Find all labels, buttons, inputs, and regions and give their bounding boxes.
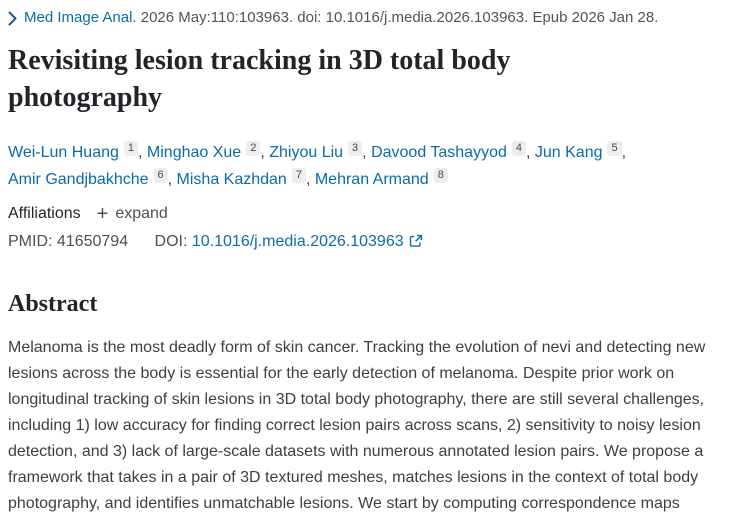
author-link[interactable]: Amir Gandjbakhche bbox=[8, 171, 149, 189]
affiliation-badge: 2 bbox=[246, 140, 261, 156]
expand-affiliations-button[interactable]: + expand bbox=[96, 203, 168, 226]
author-separator: , bbox=[525, 143, 535, 161]
author-separator: , bbox=[621, 143, 627, 161]
doi-link[interactable]: 10.1016/j.media.2026.103963 bbox=[192, 233, 423, 250]
author-separator: , bbox=[260, 143, 270, 161]
doi-group: DOI: 10.1016/j.media.2026.103963 bbox=[155, 233, 423, 250]
affiliations-row: Affiliations + expand bbox=[8, 203, 740, 226]
author-entry: Jun Kang 5 bbox=[534, 140, 622, 161]
author-separator: , bbox=[167, 171, 177, 189]
author-separator: , bbox=[362, 143, 372, 161]
author-link[interactable]: Jun Kang bbox=[534, 143, 603, 161]
pmid-label: PMID: bbox=[8, 233, 53, 251]
affiliation-badge: 7 bbox=[291, 168, 306, 184]
plus-icon: + bbox=[96, 203, 109, 226]
affiliation-badge: 8 bbox=[433, 168, 448, 184]
author-entry: Amir Gandjbakhche 6 bbox=[8, 168, 168, 189]
page-title: Revisiting lesion tracking in 3D total b… bbox=[8, 45, 511, 113]
affiliation-badge: 3 bbox=[348, 140, 363, 156]
pmid-value: 41650794 bbox=[56, 233, 129, 251]
author-entry: Mehran Armand 8 bbox=[314, 168, 448, 189]
author-link[interactable]: Minghao Xue bbox=[146, 143, 242, 161]
pmid-group: PMID: 41650794 bbox=[8, 233, 128, 250]
author-link[interactable]: Davood Tashayyod bbox=[371, 143, 507, 161]
affiliation-badge: 5 bbox=[607, 140, 622, 156]
expand-label: expand bbox=[115, 205, 168, 223]
author-link[interactable]: Mehran Armand bbox=[314, 171, 429, 189]
author-list: Wei-Lun Huang 1, Minghao Xue 2, Zhiyou Liu… bbox=[8, 139, 718, 193]
author-separator: , bbox=[305, 171, 315, 189]
identifiers-row: PMID: 41650794 DOI: 10.1016/j.media.2026… bbox=[8, 233, 740, 253]
citation-details: 2026 May:110:103963. doi: 10.1016/j.medi… bbox=[140, 9, 659, 26]
citation-line: Med Image Anal. 2026 May:110:103963. doi… bbox=[8, 9, 740, 26]
affiliation-badge: 4 bbox=[511, 140, 526, 156]
doi-label: DOI: bbox=[154, 233, 188, 251]
chevron-right-icon[interactable] bbox=[8, 11, 17, 26]
abstract-text: Melanoma is the most deadly form of skin… bbox=[8, 339, 706, 513]
journal-link[interactable]: Med Image Anal. bbox=[24, 9, 137, 26]
author-entry: Misha Kazhdan 7 bbox=[176, 168, 306, 189]
author-entry: Minghao Xue 2 bbox=[146, 140, 261, 161]
affiliation-badge: 6 bbox=[153, 168, 168, 184]
author-link[interactable]: Wei-Lun Huang bbox=[8, 143, 119, 161]
author-entry: Wei-Lun Huang 1 bbox=[8, 140, 139, 161]
author-entry: Zhiyou Liu 3 bbox=[269, 140, 363, 161]
author-link[interactable]: Zhiyou Liu bbox=[269, 143, 344, 161]
author-entry: Davood Tashayyod 4 bbox=[371, 140, 526, 161]
external-link-icon bbox=[409, 235, 423, 252]
author-link[interactable]: Misha Kazhdan bbox=[176, 171, 287, 189]
affiliations-label: Affiliations bbox=[8, 205, 81, 223]
abstract-heading: Abstract bbox=[8, 291, 98, 318]
affiliation-badge: 1 bbox=[123, 140, 139, 156]
author-separator: , bbox=[138, 143, 147, 161]
